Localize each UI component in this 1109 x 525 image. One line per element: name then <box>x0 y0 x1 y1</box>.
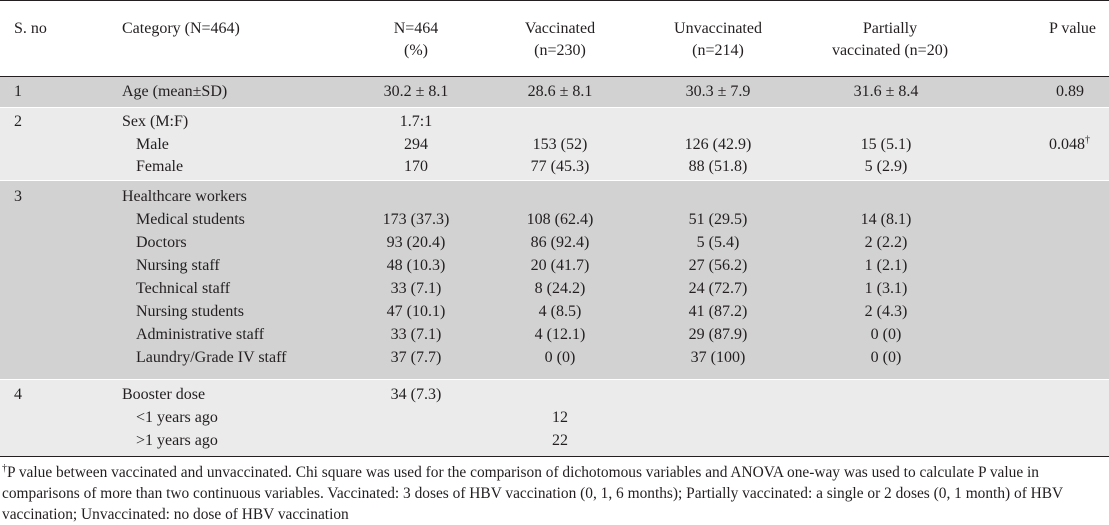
cell-unvaccinated: 41 (87.2) <box>688 303 748 320</box>
row-group-sex: 2 Sex (M:F) 1.7:1 Male 294 153 (52) 126 … <box>0 108 1109 181</box>
row-group-age: 1 Age (mean±SD) 30.2 ± 8.1 28.6 ± 8.1 30… <box>0 77 1109 108</box>
cell-partial: 31.6 ± 8.4 <box>853 83 919 100</box>
cell-total: 93 (20.4) <box>386 234 446 251</box>
cell-partial: 0 (0) <box>870 326 902 343</box>
cell-vaccinated: 22 <box>552 432 568 449</box>
cell-partial: 2 (4.3) <box>864 303 908 320</box>
header-pvalue: P value <box>1049 20 1096 37</box>
row-label: Administrative staff <box>136 326 265 343</box>
cell-vaccinated: 4 (12.1) <box>534 326 586 343</box>
header-partial-line1: Partially <box>862 20 918 37</box>
cell-total: 33 (7.1) <box>390 326 442 343</box>
header-partial-line2: vaccinated (n=20) <box>831 42 949 59</box>
row-label: Doctors <box>136 234 187 251</box>
row-label: Sex (M:F) <box>122 113 189 130</box>
cell-total: 34 (7.3) <box>390 386 442 403</box>
row-label: Technical staff <box>136 280 231 297</box>
header-total-line1: N=464 <box>393 20 439 37</box>
cell-total: 37 (7.7) <box>390 349 442 366</box>
cell-pvalue: 0.89 <box>1056 83 1084 100</box>
cell-total: 47 (10.1) <box>386 303 446 320</box>
header-category: Category (N=464) <box>122 20 240 37</box>
row-label: Nursing students <box>136 303 244 320</box>
data-table: S. no Category (N=464) N=464 (%) Vaccina… <box>0 0 1109 457</box>
header-vacc-line2: (n=230) <box>534 42 586 59</box>
row-label: Medical students <box>136 211 245 228</box>
footnote-dagger: † <box>2 462 7 474</box>
cell-unvaccinated: 30.3 ± 7.9 <box>685 83 751 100</box>
cell-total: 33 (7.1) <box>390 280 442 297</box>
row-sno: 2 <box>14 113 22 130</box>
row-label: Male <box>136 136 169 153</box>
row-group-booster: 4 Booster dose 34 (7.3) <1 years ago 12 … <box>0 380 1109 457</box>
cell-vaccinated: 12 <box>552 409 568 426</box>
dagger-mark: † <box>1085 134 1090 146</box>
cell-vaccinated: 20 (41.7) <box>530 257 590 274</box>
row-sno: 1 <box>14 83 22 100</box>
row-label: >1 years ago <box>136 432 218 449</box>
cell-total: 30.2 ± 8.1 <box>383 83 449 100</box>
cell-pvalue: 0.048† <box>990 134 1090 156</box>
cell-partial: 1 (3.1) <box>864 280 908 297</box>
cell-vaccinated: 86 (92.4) <box>530 234 590 251</box>
cell-total: 173 (37.3) <box>382 211 450 228</box>
cell-partial: 0 (0) <box>870 349 902 366</box>
row-label: Booster dose <box>122 386 206 403</box>
cell-unvaccinated: 5 (5.4) <box>696 234 740 251</box>
header-unvacc-line1: Unvaccinated <box>674 20 762 37</box>
cell-unvaccinated: 37 (100) <box>690 349 746 366</box>
cell-vaccinated: 4 (8.5) <box>538 303 582 320</box>
cell-unvaccinated: 126 (42.9) <box>684 136 752 153</box>
row-label: Nursing staff <box>136 257 220 274</box>
cell-unvaccinated: 24 (72.7) <box>688 280 748 297</box>
cell-vaccinated: 0 (0) <box>544 349 576 366</box>
cell-partial: 14 (8.1) <box>860 211 912 228</box>
cell-vaccinated: 28.6 ± 8.1 <box>527 83 593 100</box>
row-label: Age (mean±SD) <box>122 83 228 100</box>
cell-partial: 5 (2.9) <box>864 158 908 175</box>
header-total-line2: (%) <box>404 42 428 59</box>
cell-partial: 15 (5.1) <box>860 136 912 153</box>
row-label: Laundry/Grade IV staff <box>136 349 287 366</box>
row-sno: 3 <box>14 188 22 205</box>
cell-partial: 2 (2.2) <box>864 234 908 251</box>
cell-unvaccinated: 27 (56.2) <box>688 257 748 274</box>
header-total: N=464 (%) <box>356 18 476 62</box>
footnote-text: P value between vaccinated and unvaccina… <box>2 464 1063 523</box>
cell-total: 170 <box>404 158 428 175</box>
header-sno: S. no <box>14 20 47 37</box>
table-header: S. no Category (N=464) N=464 (%) Vaccina… <box>0 0 1109 77</box>
cell-partial: 1 (2.1) <box>864 257 908 274</box>
cell-vaccinated: 77 (45.3) <box>530 158 590 175</box>
cell-total: 48 (10.3) <box>386 257 446 274</box>
cell-vaccinated: 153 (52) <box>532 136 588 153</box>
table-footnote: †P value between vaccinated and unvaccin… <box>2 462 1102 525</box>
row-label: <1 years ago <box>136 409 218 426</box>
header-unvaccinated: Unvaccinated (n=214) <box>658 18 778 62</box>
cell-total: 1.7:1 <box>399 113 433 130</box>
row-sno: 4 <box>14 386 22 403</box>
header-vacc-line1: Vaccinated <box>524 20 596 37</box>
cell-vaccinated: 8 (24.2) <box>534 280 586 297</box>
header-vaccinated: Vaccinated (n=230) <box>500 18 620 62</box>
header-unvacc-line2: (n=214) <box>692 42 744 59</box>
cell-unvaccinated: 51 (29.5) <box>688 211 748 228</box>
pvalue-number: 0.048 <box>1049 136 1085 153</box>
cell-vaccinated: 108 (62.4) <box>526 211 594 228</box>
cell-unvaccinated: 88 (51.8) <box>688 158 748 175</box>
row-label: Female <box>136 158 184 175</box>
row-group-healthcare: 3 Healthcare workers Medical students 17… <box>0 181 1109 380</box>
row-label: Healthcare workers <box>122 188 247 205</box>
header-partial: Partially vaccinated (n=20) <box>810 18 970 62</box>
cell-unvaccinated: 29 (87.9) <box>688 326 748 343</box>
cell-total: 294 <box>404 136 428 153</box>
